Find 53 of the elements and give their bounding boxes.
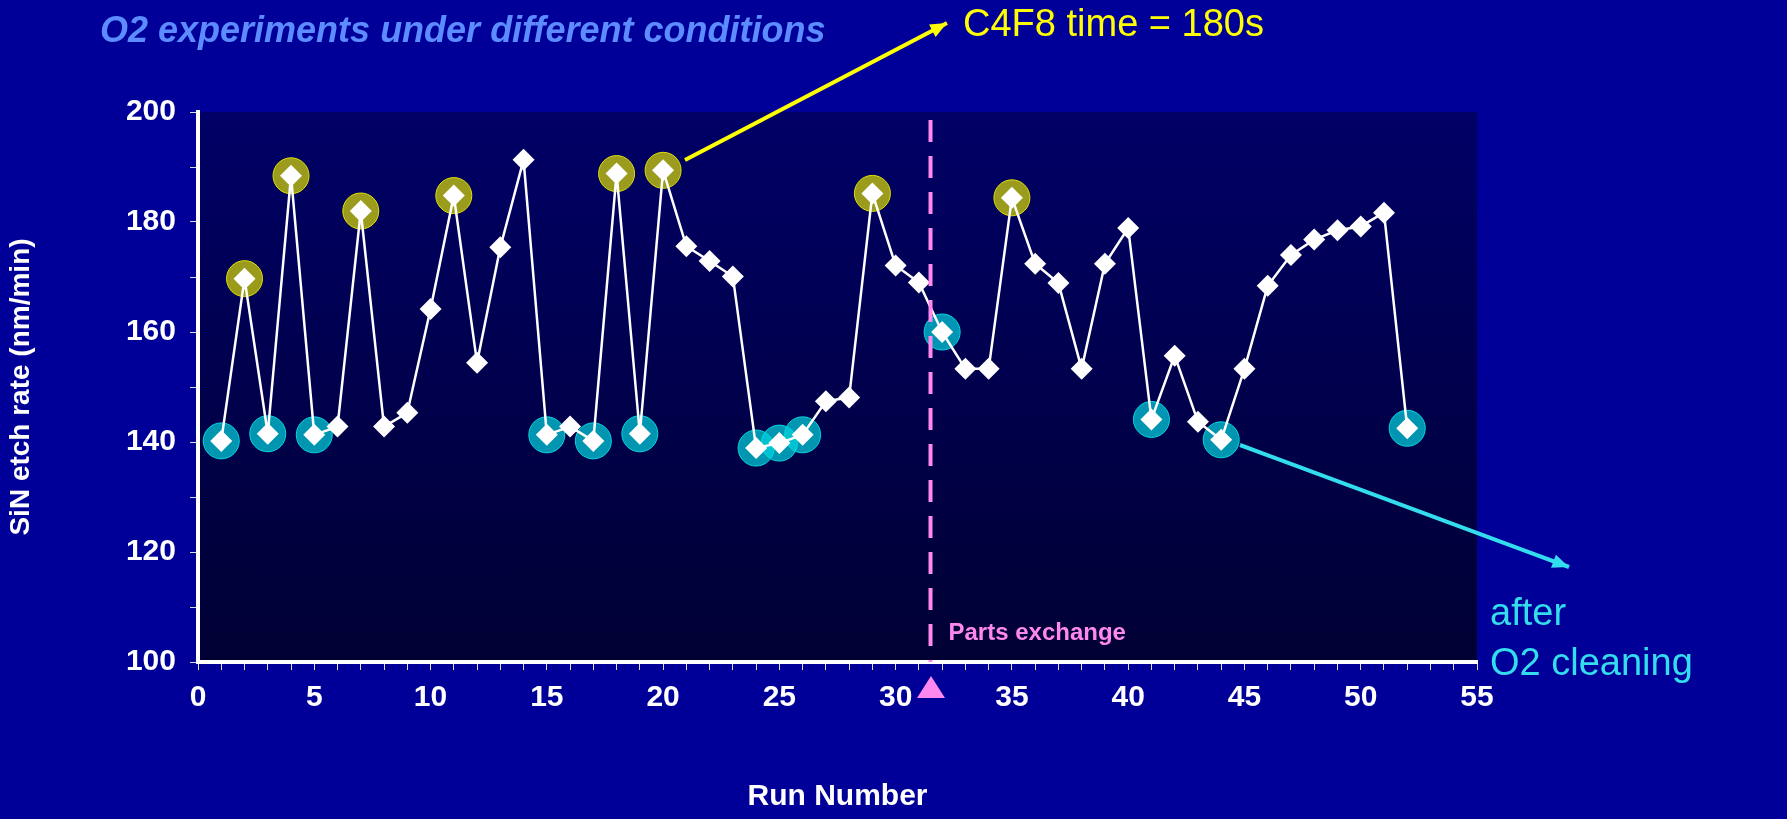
point (1303, 228, 1326, 251)
point (1070, 357, 1093, 380)
text: C4F8 time = 180s (963, 2, 1264, 44)
point (954, 357, 977, 380)
x-tick-label: 50 (1344, 679, 1378, 713)
point (698, 250, 721, 273)
point (907, 271, 930, 294)
point (466, 351, 489, 374)
y-tick-label: 100 (125, 643, 176, 677)
y-tick-label: 120 (125, 533, 176, 567)
y-axis-title: SiN etch rate (nm/min) (3, 238, 35, 536)
point (489, 236, 512, 259)
point (373, 415, 396, 438)
y-tick-label: 180 (125, 203, 176, 237)
point (1349, 215, 1372, 238)
point (1047, 272, 1070, 295)
x-tick-label: 35 (995, 679, 1029, 713)
point (814, 390, 837, 413)
point (1326, 219, 1349, 242)
point (1372, 201, 1395, 224)
point (559, 415, 582, 438)
point (396, 401, 419, 424)
point (1163, 344, 1186, 367)
x-tick-label: 0 (189, 679, 207, 713)
x-tick-label: 25 (762, 679, 797, 713)
point (977, 357, 1000, 380)
point (721, 265, 744, 288)
y-tick-label: 200 (125, 93, 176, 127)
point (1233, 357, 1256, 380)
point (512, 148, 535, 171)
y-tick-label: 160 (125, 313, 176, 347)
point (1256, 274, 1279, 297)
x-axis-title: Run Number (747, 778, 928, 812)
x-tick-label: 10 (413, 679, 448, 713)
x-tick-label: 40 (1111, 679, 1145, 713)
point (1186, 410, 1209, 433)
x-tick-label: 20 (646, 679, 680, 713)
point (326, 415, 349, 438)
point (1024, 252, 1047, 275)
point (419, 297, 442, 320)
x-tick-label: 15 (530, 679, 564, 713)
x-tick-label: 5 (305, 679, 323, 713)
chart-title: O2 experiments under different conditions (100, 9, 826, 50)
point (1117, 217, 1140, 240)
y-tick-label: 140 (125, 423, 176, 457)
point (838, 386, 861, 409)
point (1093, 252, 1116, 275)
point (1279, 244, 1302, 266)
x-tick-label: 30 (878, 679, 913, 713)
point (884, 254, 907, 277)
ref-line-label: Parts exchange (948, 618, 1126, 645)
point (675, 235, 698, 258)
x-tick-label: 45 (1227, 679, 1262, 713)
